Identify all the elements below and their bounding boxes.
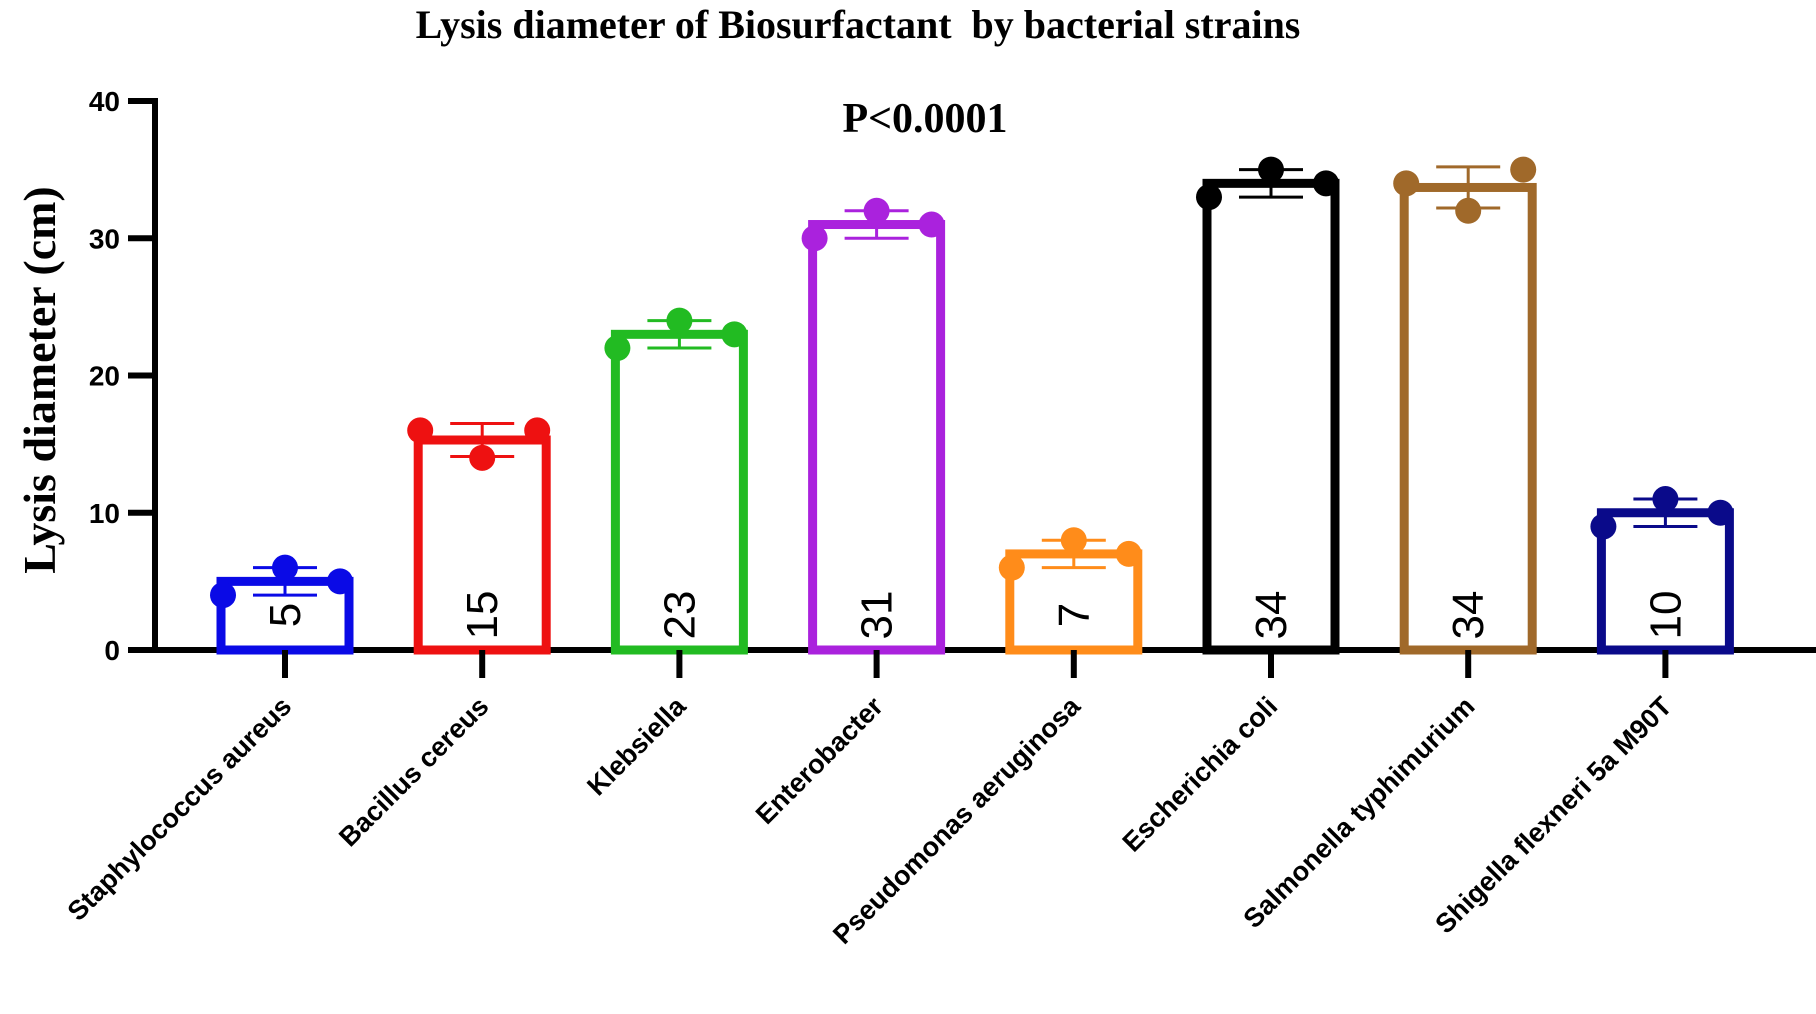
chart-title: Lysis diameter of Biosurfactant by bacte… [416,2,1301,47]
data-point [801,225,828,252]
data-point [604,335,631,362]
bar-value-label: 15 [458,591,507,640]
data-point [524,417,551,444]
x-tick-label: Shigella flexneri 5a M90T [1429,691,1678,940]
bar-value-label: 31 [853,591,902,640]
data-point [1707,499,1734,526]
data-point [1510,156,1537,183]
data-point [327,568,353,595]
data-point [998,554,1025,581]
x-tick-label: Escherichia coli [1117,691,1284,858]
bar-group: 34 [1196,156,1340,655]
bar [808,220,946,655]
data-point [210,582,236,609]
bar-group: 34 [1393,156,1537,655]
x-tick-label: Salmonella typhimurium [1238,691,1481,934]
data-point [721,321,748,348]
bar-group: 31 [801,197,946,655]
data-point [1590,513,1617,540]
y-tick-label: 20 [89,361,120,392]
bar-group: 15 [407,417,551,655]
data-point [469,444,496,471]
data-point [407,417,434,444]
data-point [1652,486,1679,513]
bar [1399,182,1537,655]
bar-value-label: 34 [1444,591,1493,640]
bar [1202,178,1340,655]
bar-value-label: 34 [1247,591,1296,640]
data-point [918,211,945,238]
bar-group: 10 [1590,486,1734,655]
data-point [1455,197,1482,224]
x-ticks: Staphylococcus aureus Bacillus cereus Kleb… [62,650,1678,950]
y-tick-label: 30 [89,223,120,254]
data-point [1258,156,1284,183]
bar-group: 5 [210,554,354,655]
bar-group: 7 [998,527,1143,655]
y-tick-label: 40 [89,86,120,117]
x-tick-label: Staphylococcus aureus [62,691,298,927]
bar-value-label: 5 [261,603,310,627]
x-tick-label: Enterobacter [750,691,889,830]
y-tick-label: 10 [89,498,120,529]
bar-group: 23 [604,307,748,655]
data-point [666,307,693,334]
data-point [1115,540,1142,567]
y-tick-label: 0 [104,635,120,666]
bar-value-label: 23 [655,591,704,640]
p-value-annotation: P<0.0001 [842,96,1007,142]
data-point [1196,184,1222,211]
bars: 5 15 23 31 7 34 34 10 [210,156,1734,655]
bar-value-label: 10 [1641,591,1690,640]
data-point [1060,527,1087,554]
y-axis-label: Lysis diameter (cm) [14,186,65,574]
data-point [1393,170,1420,197]
x-tick-label: Bacillus cereus [333,691,494,852]
data-point [272,554,298,581]
data-point [863,197,890,224]
data-point [1313,170,1339,197]
y-ticks: 0 10 20 30 40 [89,86,155,666]
x-tick-label: Klebsiella [581,690,692,801]
bar-value-label: 7 [1050,603,1099,627]
